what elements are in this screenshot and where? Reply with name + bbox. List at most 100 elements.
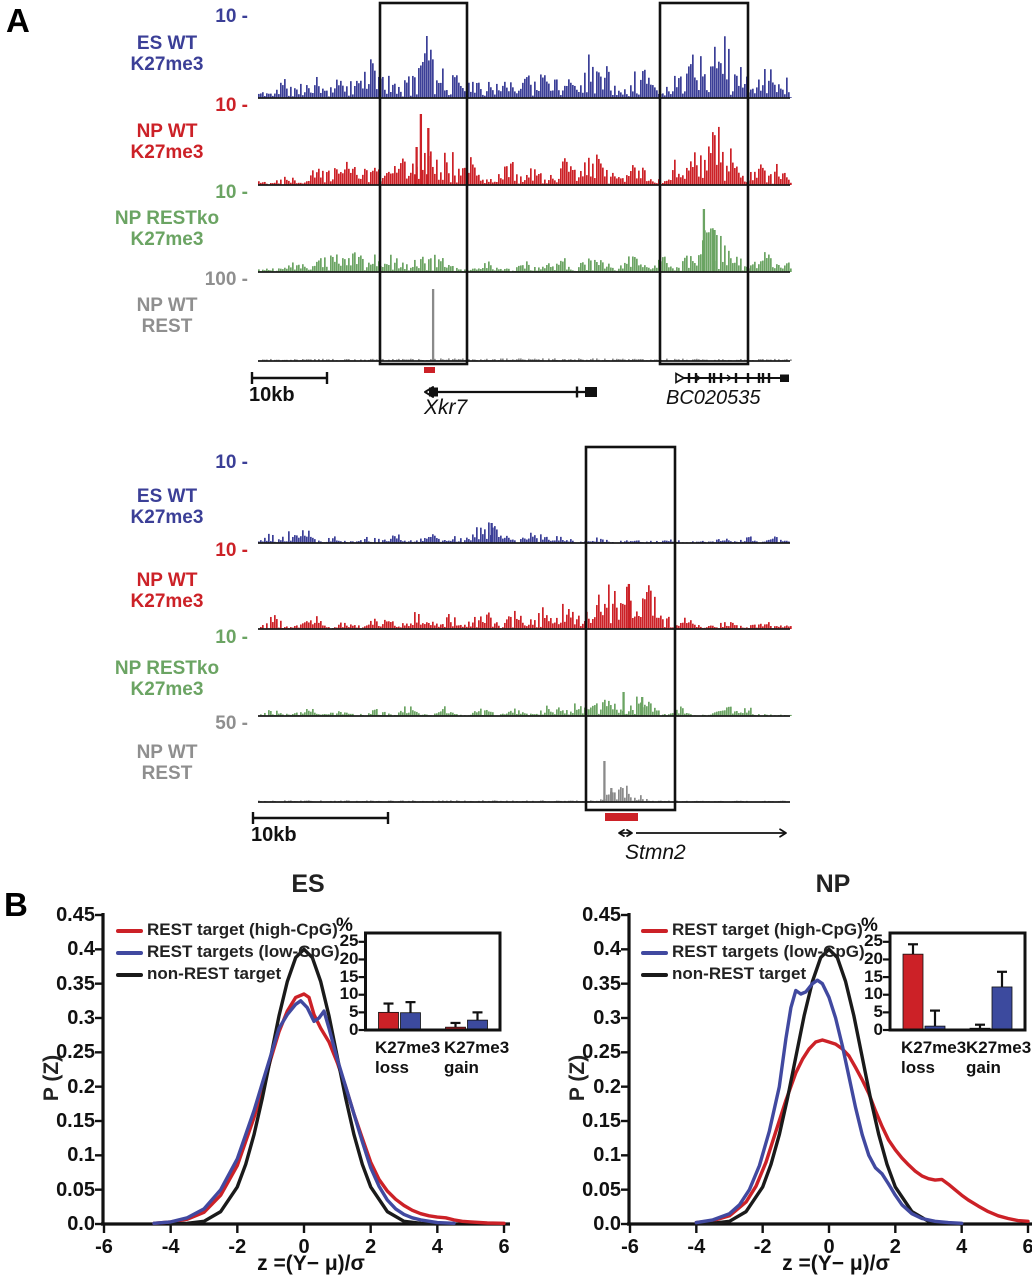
signal-bar	[762, 358, 764, 361]
signal-bar	[694, 624, 696, 629]
signal-bar	[266, 268, 268, 272]
signal-bar	[634, 540, 636, 543]
signal-bar	[402, 358, 404, 361]
signal-bar	[356, 174, 358, 185]
gene-model-xkr7	[424, 386, 597, 398]
signal-bar	[570, 166, 572, 185]
signal-bar	[588, 709, 590, 716]
signal-bar	[744, 708, 746, 716]
signal-bar	[722, 261, 724, 272]
signal-bar	[650, 269, 652, 272]
signal-bar	[476, 269, 478, 272]
signal-bar	[534, 358, 536, 361]
signal-bar	[560, 622, 562, 629]
signal-bar	[454, 77, 456, 98]
signal-bar	[506, 713, 508, 716]
inset-tick-label: 15	[864, 966, 883, 986]
signal-bar	[570, 539, 572, 543]
signal-bar	[516, 359, 518, 361]
signal-bar	[410, 540, 412, 543]
signal-bar	[290, 86, 292, 98]
signal-bar	[272, 622, 274, 629]
signal-bar	[534, 81, 536, 98]
signal-bar	[692, 623, 694, 629]
signal-bar	[480, 616, 482, 629]
y-tick-label: 0.1	[67, 1144, 95, 1167]
signal-bar	[738, 712, 740, 716]
y-tick-label: 0.3	[593, 1007, 621, 1029]
signal-bar	[392, 173, 394, 185]
signal-bar	[628, 176, 630, 185]
signal-bar	[284, 79, 286, 98]
signal-bar	[434, 535, 436, 543]
signal-bar	[614, 176, 616, 185]
signal-bar	[352, 253, 354, 272]
signal-bar	[426, 270, 428, 272]
signal-bar	[484, 183, 486, 185]
signal-bar	[704, 74, 706, 98]
inset-tick-label: 25	[339, 931, 359, 951]
signal-bar	[580, 358, 582, 361]
signal-bar	[446, 90, 448, 98]
signal-bar	[338, 85, 340, 98]
signal-bar	[260, 93, 262, 98]
signal-bar	[278, 539, 280, 543]
signal-bar	[364, 626, 366, 629]
y-tick-label: 0.15	[582, 1110, 621, 1132]
signal-bar	[402, 158, 404, 185]
signal-bar	[498, 625, 500, 629]
signal-bar	[580, 626, 582, 629]
signal-bar	[476, 175, 478, 185]
signal-bar	[338, 711, 340, 716]
signal-bar	[700, 626, 702, 629]
signal-bar	[690, 256, 692, 272]
signal-bar	[470, 269, 472, 272]
signal-bar	[688, 713, 690, 716]
signal-bar	[634, 257, 636, 272]
signal-bar	[340, 80, 342, 98]
signal-bar	[612, 603, 614, 629]
signal-bar	[706, 90, 708, 98]
signal-bar	[370, 172, 372, 185]
signal-bar	[620, 787, 622, 802]
signal-bar	[736, 256, 738, 272]
signal-bar	[364, 168, 366, 185]
signal-bar	[644, 69, 646, 98]
signal-bar	[278, 94, 280, 98]
legend-item-non-rest: non-REST target	[147, 964, 282, 983]
signal-bar	[442, 179, 444, 185]
signal-bar	[548, 180, 550, 185]
signal-bar	[624, 89, 626, 98]
signal-bar	[774, 268, 776, 272]
signal-bar	[470, 157, 472, 185]
signal-bar	[398, 268, 400, 272]
signal-bar	[696, 265, 698, 272]
signal-bar	[388, 264, 390, 272]
signal-bar	[590, 176, 592, 185]
signal-bar	[666, 540, 668, 543]
signal-bar	[424, 53, 426, 98]
signal-bar	[682, 708, 684, 716]
signal-bar	[712, 132, 714, 185]
signal-bar	[314, 359, 316, 361]
signal-bar	[576, 180, 578, 185]
track-label-np-wt-k27me3: NP WT K27me3	[130, 121, 204, 163]
signal-bar	[600, 611, 602, 629]
signal-bar	[622, 788, 624, 802]
signal-bar	[400, 267, 402, 272]
signal-bar	[282, 269, 284, 272]
highlight-box	[378, 1, 469, 366]
signal-bar	[766, 540, 768, 543]
signal-bar	[628, 359, 630, 361]
signal-bar	[618, 619, 620, 629]
x-tick-label: -6	[621, 1236, 639, 1258]
signal-bar	[750, 707, 752, 716]
signal-bar	[528, 75, 530, 98]
signal-bar	[506, 166, 508, 185]
signal-bar	[772, 82, 774, 98]
signal-spike	[431, 289, 435, 361]
signal-bar	[436, 267, 438, 272]
signal-bar	[436, 713, 438, 716]
signal-bar	[680, 622, 682, 629]
inset-tick-label: 5	[873, 1001, 883, 1021]
